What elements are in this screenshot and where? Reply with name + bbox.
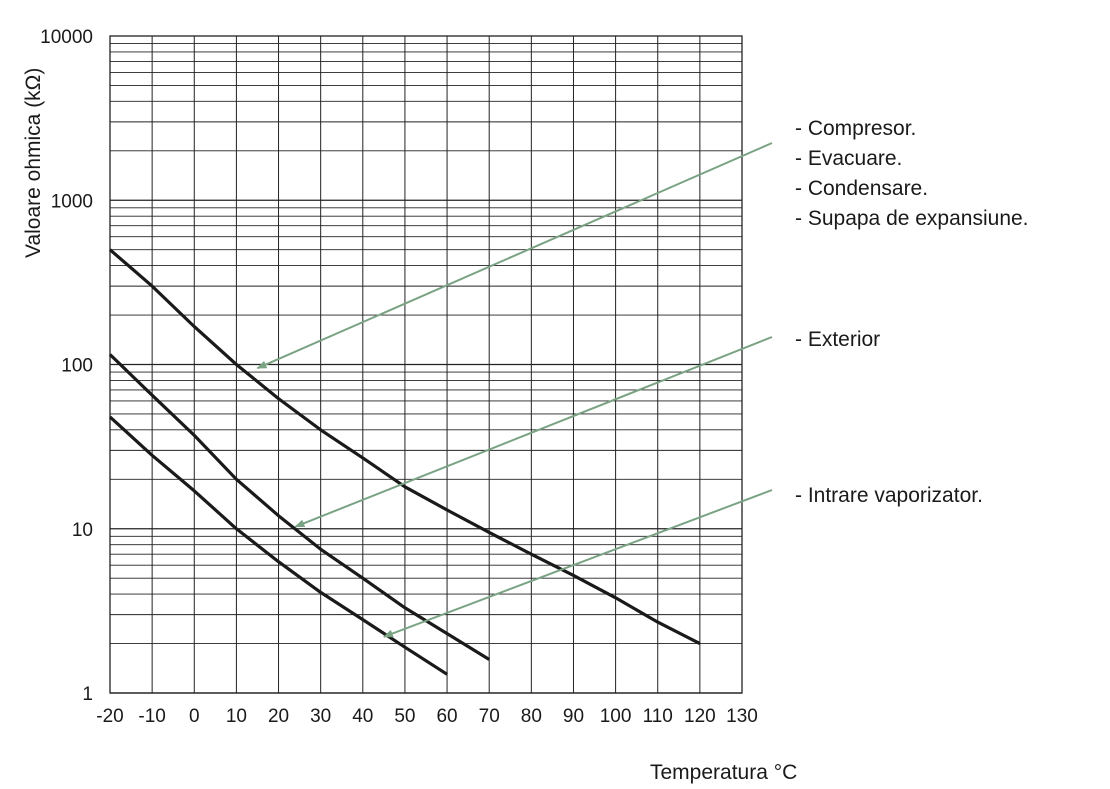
- series-line-1: [108, 248, 701, 646]
- annotation-arrow: [382, 489, 773, 638]
- annotation-labels: - Compresor. - Evacuare. - Condensare. - Su…: [795, 117, 1029, 507]
- y-tick-label: 1000: [51, 191, 93, 212]
- annotation-arrow: [294, 336, 773, 528]
- y-tick-label: 10000: [40, 27, 93, 48]
- x-tick-label: 40: [352, 706, 373, 727]
- annotation-label: - Supapa de expansiune.: [795, 207, 1029, 230]
- y-tick-label: 10: [72, 520, 93, 541]
- x-tick-label: 100: [600, 706, 632, 727]
- x-axis-title: Temperatura °C: [650, 761, 797, 784]
- x-axis-ticks: -20 -10 0 10 20 30 40 50 60 70 80 90 100 110 120 130: [96, 706, 758, 727]
- x-tick-label: -10: [138, 706, 165, 727]
- annotation-label: - Intrare vaporizator.: [795, 484, 983, 507]
- x-tick-label: 30: [310, 706, 331, 727]
- x-tick-label: 70: [479, 706, 500, 727]
- x-tick-label: 90: [563, 706, 584, 727]
- annotation-label: - Exterior: [795, 328, 880, 351]
- series-line-3: [108, 415, 448, 676]
- annotation-arrow: [256, 142, 773, 370]
- x-tick-label: 80: [521, 706, 542, 727]
- annotation-label: - Evacuare.: [795, 147, 902, 170]
- y-axis-ticks: 1 10 100 1000 10000: [40, 27, 93, 705]
- y-axis-title: Valoare ohmica (kΩ): [22, 68, 45, 258]
- x-tick-label: 110: [643, 706, 673, 727]
- x-tick-label: 130: [726, 706, 758, 727]
- x-tick-label: 50: [394, 706, 415, 727]
- plot-border: [109, 35, 743, 694]
- annotation-label: - Compresor.: [795, 117, 916, 140]
- series-line-2: [108, 353, 491, 661]
- x-tick-label: -20: [96, 706, 123, 727]
- x-tick-label: 0: [189, 706, 200, 727]
- annotation-arrows: [256, 142, 773, 638]
- y-tick-label: 1: [82, 684, 93, 705]
- y-tick-label: 100: [61, 356, 93, 377]
- plot-frame: [109, 35, 743, 694]
- x-tick-label: 10: [226, 706, 247, 727]
- x-tick-label: 120: [684, 706, 716, 727]
- annotation-label: - Condensare.: [795, 177, 928, 200]
- x-tick-label: 60: [436, 706, 457, 727]
- x-tick-label: 20: [268, 706, 289, 727]
- grid: [109, 36, 743, 694]
